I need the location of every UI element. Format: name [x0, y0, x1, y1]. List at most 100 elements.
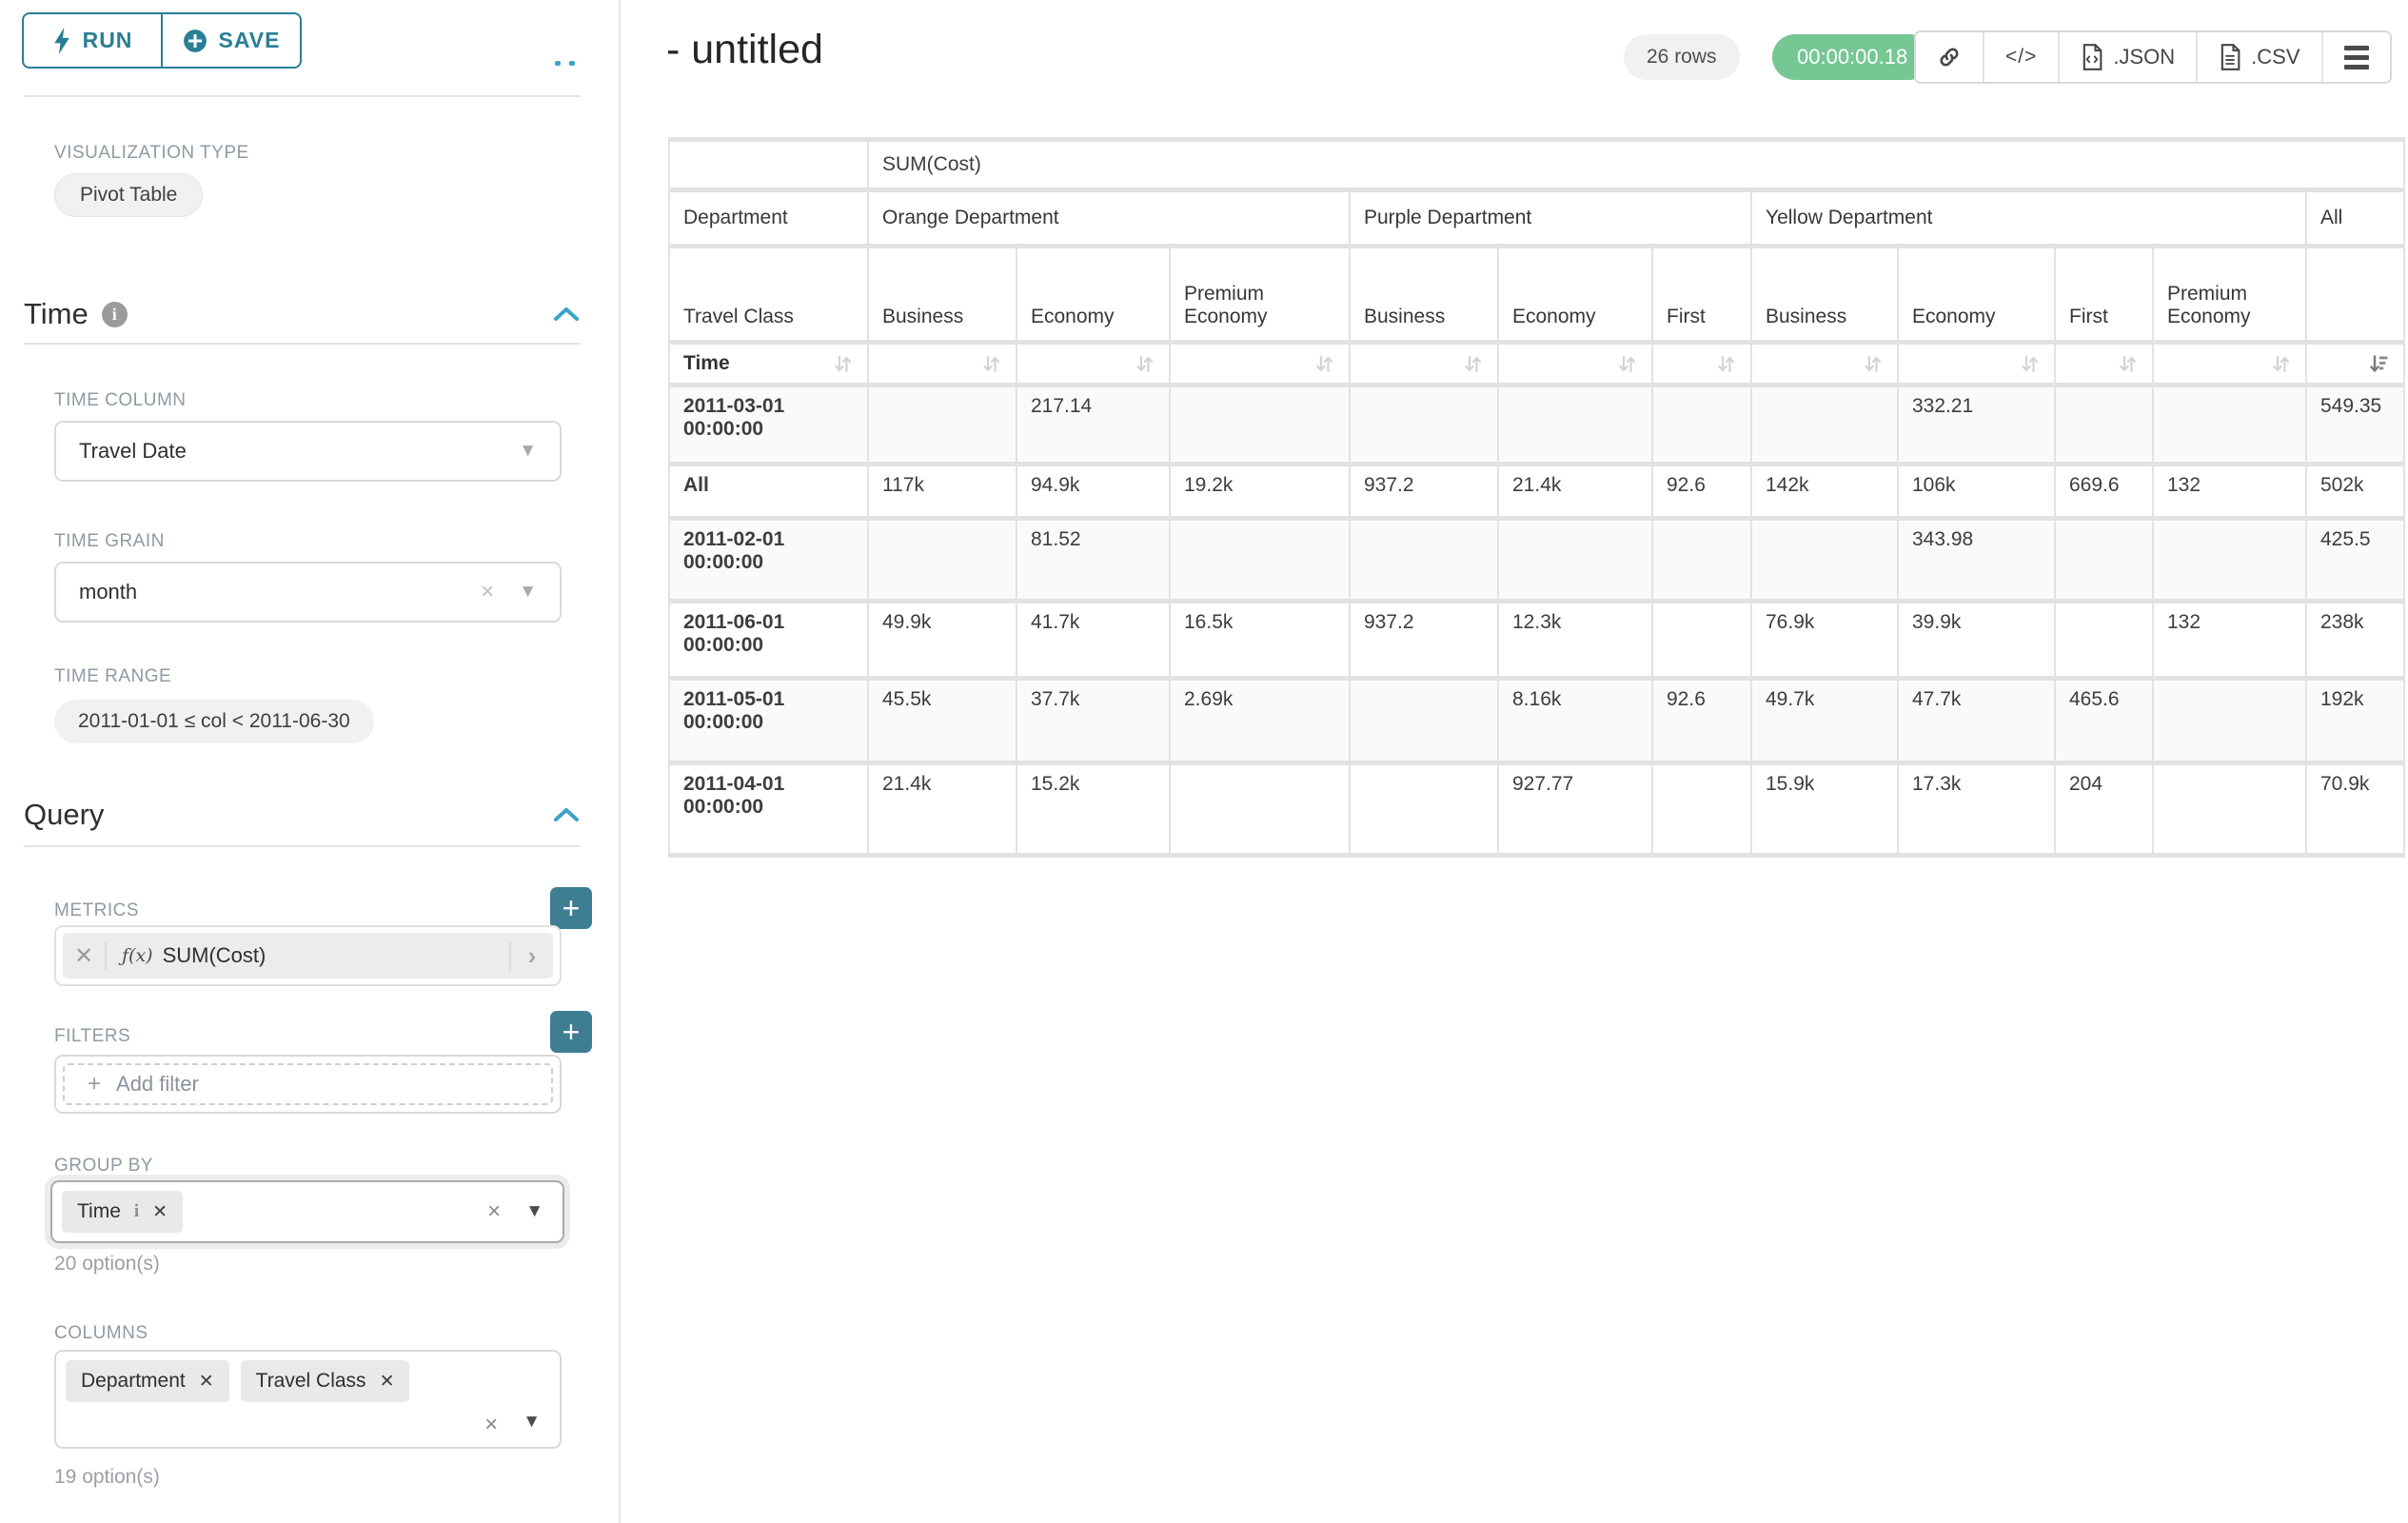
sort-icon[interactable]: [1134, 353, 1155, 375]
chart-menu-button[interactable]: [2320, 32, 2390, 82]
sort-icon[interactable]: [2270, 353, 2292, 375]
sort-icon[interactable]: [1862, 353, 1884, 375]
chevron-up-icon[interactable]: [552, 806, 581, 823]
time-grain-select[interactable]: month × ▼: [54, 562, 562, 623]
chevron-down-icon[interactable]: ▼: [519, 582, 537, 602]
viz-type-label: VISUALIZATION TYPE: [54, 143, 249, 163]
clear-icon[interactable]: ×: [481, 579, 495, 604]
pivot-value-cell: 238k: [2307, 603, 2403, 676]
pivot-value-cell: [2154, 521, 2305, 599]
chevron-down-icon[interactable]: ▼: [525, 1201, 543, 1221]
columns-pill-travel-class[interactable]: Travel Class ✕: [240, 1360, 410, 1402]
pivot-sub-header: Business: [869, 248, 1016, 340]
pivot-value-cell: 502k: [2307, 466, 2403, 516]
time-column-select[interactable]: Travel Date ▼: [54, 421, 562, 482]
columns-pill-label: Travel Class: [255, 1370, 366, 1392]
remove-icon[interactable]: ✕: [379, 1371, 395, 1392]
pivot-value-cell: [1171, 387, 1349, 462]
export-csv-button[interactable]: .CSV: [2196, 32, 2321, 82]
embed-code-button[interactable]: </>: [1983, 32, 2059, 82]
group-by-select[interactable]: Time i ✕ × ▼: [50, 1180, 564, 1243]
pivot-value-cell: [1351, 681, 1497, 761]
chevron-up-icon[interactable]: [552, 306, 581, 323]
group-by-label: GROUP BY: [54, 1156, 153, 1176]
pivot-value-cell: 15.9k: [1752, 765, 1897, 853]
pivot-value-cell: 12.3k: [1499, 603, 1651, 676]
remove-metric-icon[interactable]: ✕: [63, 941, 107, 970]
pivot-value-cell: [869, 387, 1016, 462]
pivot-value-cell: 17.3k: [1899, 765, 2054, 853]
time-grain-value: month: [79, 580, 138, 603]
pivot-data-row: All 117k 94.9k 19.2k 937.2 21.4k 92.6 142k 106k 6…: [670, 466, 2403, 516]
columns-options-hint: 19 option(s): [54, 1466, 160, 1488]
pivot-data-row: 2011-03-01 00:00:00 217.14 332.21 549.35: [670, 387, 2403, 462]
save-button[interactable]: SAVE: [161, 14, 300, 67]
pivot-sort-header: [1017, 345, 1169, 383]
add-metric-button[interactable]: +: [550, 887, 592, 929]
export-json-button[interactable]: .JSON: [2058, 32, 2197, 82]
pivot-value-cell: 76.9k: [1752, 603, 1897, 676]
pivot-value-cell: 2.69k: [1171, 681, 1349, 761]
pivot-value-cell: 425.5: [2307, 521, 2403, 599]
pivot-data-row: 2011-05-01 00:00:00 45.5k 37.7k 2.69k 8.16k 9…: [670, 681, 2403, 761]
columns-pill-department[interactable]: Department ✕: [66, 1360, 229, 1402]
add-filter-plus-button[interactable]: +: [550, 1011, 592, 1053]
pivot-value-cell: 937.2: [1351, 603, 1497, 676]
sort-icon[interactable]: [2117, 353, 2139, 375]
sort-icon[interactable]: [1313, 353, 1335, 375]
pivot-row-label: 2011-05-01 00:00:00: [670, 681, 867, 761]
query-section-title: Query: [24, 798, 105, 831]
run-button[interactable]: RUN: [24, 14, 161, 67]
chevron-right-icon[interactable]: ›: [509, 940, 553, 971]
pivot-value-cell: 106k: [1899, 466, 2054, 516]
columns-pill-label: Department: [81, 1370, 186, 1392]
section-divider: [24, 845, 581, 847]
pivot-value-cell: 927.77: [1499, 765, 1651, 853]
pivot-value-cell: [1351, 765, 1497, 853]
pivot-value-cell: [1653, 387, 1750, 462]
sort-icon[interactable]: [832, 353, 854, 375]
pivot-sub-header: Premium Economy: [1171, 248, 1349, 340]
run-button-label: RUN: [82, 28, 133, 52]
remove-icon[interactable]: ✕: [198, 1371, 214, 1392]
export-button-group: </> .JSON .CSV: [1914, 30, 2392, 84]
group-by-pill-time[interactable]: Time i ✕: [62, 1191, 184, 1233]
pivot-value-cell: [2154, 681, 2305, 761]
pivot-corner-cell: [670, 142, 867, 188]
time-range-pill[interactable]: 2011-01-01 ≤ col < 2011-06-30: [54, 700, 374, 743]
sort-icon[interactable]: [2019, 353, 2041, 375]
sort-icon[interactable]: [980, 353, 1002, 375]
add-filter-label: Add filter: [116, 1072, 199, 1096]
chevron-down-icon[interactable]: ▼: [523, 1412, 541, 1432]
metric-pill[interactable]: ✕ ƒ(x) SUM(Cost) ›: [63, 933, 553, 979]
row-count-badge: 26 rows: [1624, 34, 1740, 80]
pivot-value-cell: 343.98: [1899, 521, 2054, 599]
sort-icon[interactable]: [1462, 353, 1484, 375]
clear-icon[interactable]: ×: [487, 1198, 502, 1224]
chevron-up-icon: [569, 61, 575, 66]
pivot-sort-header: [1899, 345, 2054, 383]
clear-icon[interactable]: ×: [484, 1412, 499, 1437]
pivot-value-cell: [2154, 387, 2305, 462]
sort-icon[interactable]: [1715, 353, 1737, 375]
pivot-value-cell: 81.52: [1017, 521, 1169, 599]
save-button-label: SAVE: [218, 28, 281, 52]
chart-title[interactable]: - untitled: [666, 27, 823, 72]
run-save-button-group: RUN SAVE: [22, 12, 302, 69]
viz-type-pill[interactable]: Pivot Table: [54, 173, 204, 217]
csv-label: .CSV: [2251, 45, 2300, 69]
metrics-label: METRICS: [54, 900, 139, 920]
remove-icon[interactable]: ✕: [152, 1201, 168, 1222]
link-icon: [1940, 48, 1959, 67]
copy-link-button[interactable]: [1916, 32, 1983, 82]
pivot-value-cell: 47.7k: [1899, 681, 2054, 761]
pivot-sort-header: [1499, 345, 1651, 383]
sort-desc-icon[interactable]: [2368, 353, 2390, 375]
chevron-down-icon[interactable]: ▼: [519, 441, 537, 461]
query-section-header: Query: [24, 798, 581, 832]
columns-select[interactable]: Department ✕ Travel Class ✕ × ▼: [54, 1350, 562, 1449]
pivot-sort-header: [2154, 345, 2305, 383]
group-by-options-hint: 20 option(s): [54, 1253, 160, 1275]
add-filter-button[interactable]: + Add filter: [63, 1063, 553, 1105]
sort-icon[interactable]: [1616, 353, 1638, 375]
